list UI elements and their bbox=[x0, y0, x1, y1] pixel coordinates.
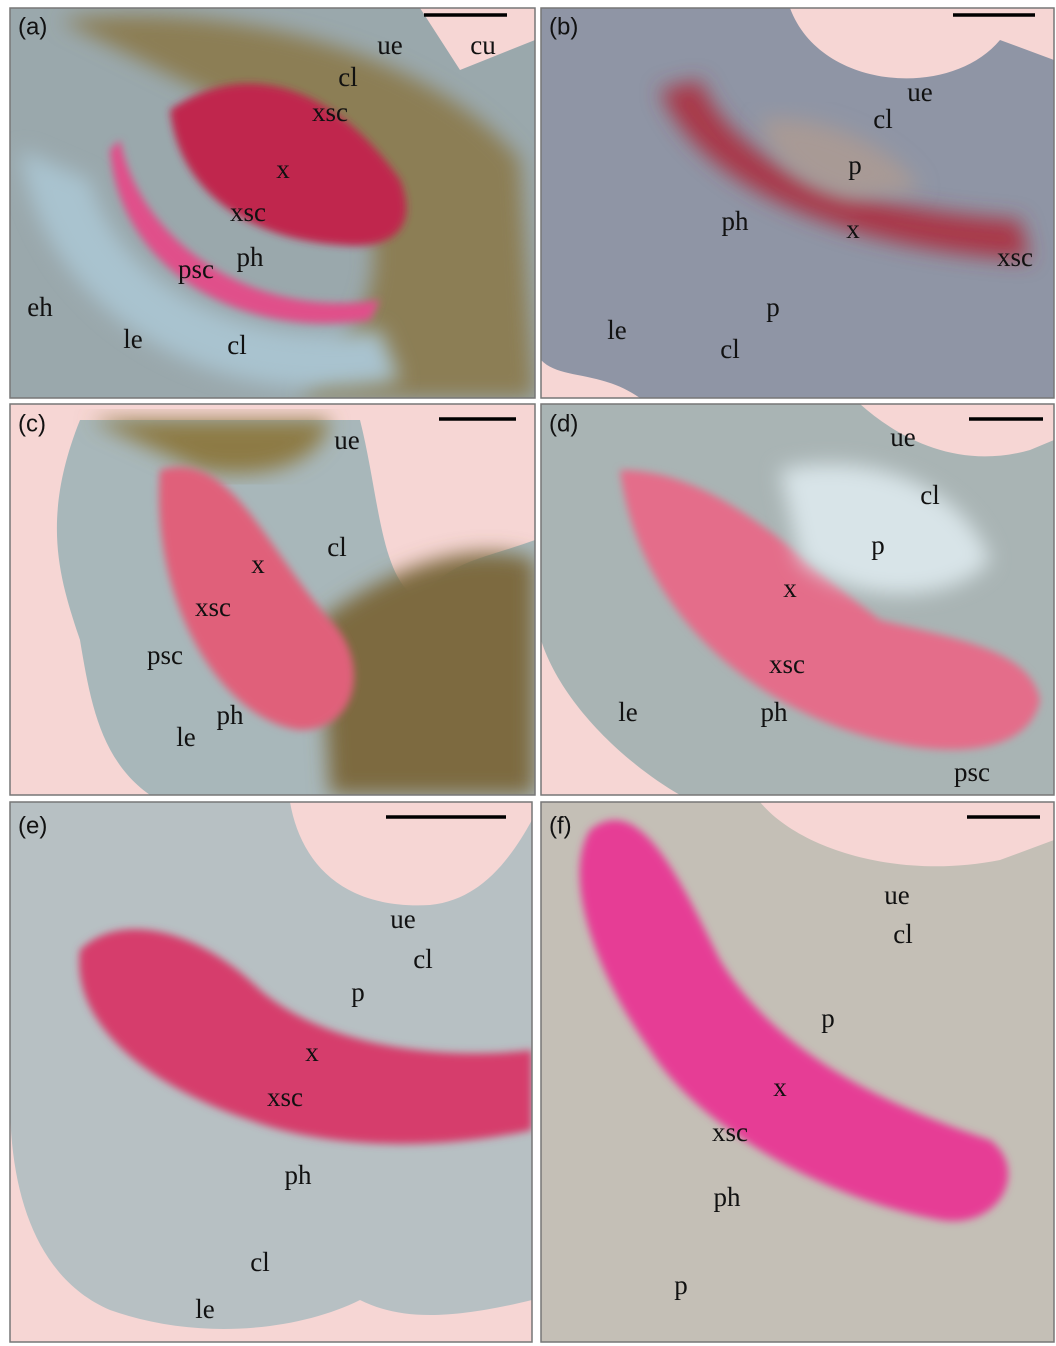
panel-c-image bbox=[10, 404, 535, 795]
panel-id: (d) bbox=[549, 410, 578, 437]
tissue-label: cl bbox=[893, 919, 913, 949]
tissue-label: x bbox=[305, 1037, 319, 1067]
panel-id: (a) bbox=[18, 13, 47, 40]
micrographs bbox=[10, 8, 1054, 1342]
tissue-label: cl bbox=[327, 532, 347, 562]
tissue-label: cl bbox=[227, 330, 247, 360]
tissue-label: cu bbox=[470, 30, 496, 60]
page: {"panels": [ {"id": "(a)", "labels": ["u… bbox=[0, 0, 1056, 1346]
tissue-label: ph bbox=[714, 1182, 742, 1212]
panel-id: (f) bbox=[549, 812, 572, 839]
panel-f-image bbox=[541, 802, 1054, 1342]
tissue-label: ph bbox=[285, 1160, 313, 1190]
tissue-label: le bbox=[618, 697, 638, 727]
tissue-label: x bbox=[783, 573, 797, 603]
tissue-label: p bbox=[766, 292, 780, 322]
tissue-label: cl bbox=[720, 334, 740, 364]
panel-id: (c) bbox=[18, 410, 46, 437]
tissue-label: le bbox=[195, 1294, 215, 1324]
tissue-label: ph bbox=[237, 242, 265, 272]
tissue-label: x bbox=[846, 214, 860, 244]
tissue-label: ue bbox=[390, 904, 416, 934]
tissue-label: cl bbox=[873, 104, 893, 134]
figure: (a)uecuclxscxxscphpscehlecl(b)ueclpphxxs… bbox=[0, 0, 1056, 1346]
tissue-label: le bbox=[123, 324, 143, 354]
tissue-label: p bbox=[351, 977, 365, 1007]
tissue-label: xsc bbox=[312, 97, 348, 127]
tissue-label: cl bbox=[338, 62, 358, 92]
tissue-label: xsc bbox=[997, 242, 1033, 272]
tissue-label: cl bbox=[920, 480, 940, 510]
tissue-label: ue bbox=[907, 77, 933, 107]
tissue-label: ue bbox=[884, 880, 910, 910]
panel-id: (b) bbox=[549, 13, 578, 40]
tissue-label: cl bbox=[413, 944, 433, 974]
tissue-label: eh bbox=[27, 292, 53, 322]
panel-a-image bbox=[10, 8, 535, 398]
tissue-label: p bbox=[674, 1270, 688, 1300]
tissue-label: le bbox=[176, 722, 196, 752]
tissue-label: p bbox=[848, 150, 862, 180]
tissue-label: x bbox=[276, 154, 290, 184]
tissue-label: ph bbox=[217, 700, 245, 730]
tissue-label: xsc bbox=[769, 649, 805, 679]
tissue-label: xsc bbox=[712, 1117, 748, 1147]
panel-d-image bbox=[541, 404, 1054, 795]
tissue-label: psc bbox=[178, 254, 214, 284]
tissue-label: psc bbox=[147, 640, 183, 670]
tissue-label: psc bbox=[954, 757, 990, 787]
tissue-label: ph bbox=[722, 206, 750, 236]
tissue-label: ue bbox=[334, 425, 360, 455]
tissue-label: le bbox=[607, 315, 627, 345]
tissue-label: ue bbox=[377, 30, 403, 60]
tissue-label: ph bbox=[761, 697, 789, 727]
tissue-label: cl bbox=[250, 1247, 270, 1277]
tissue-label: x bbox=[251, 549, 265, 579]
tissue-label: p bbox=[871, 530, 885, 560]
panel-e-image bbox=[10, 802, 532, 1342]
panel-id: (e) bbox=[18, 812, 47, 839]
tissue-label: xsc bbox=[267, 1082, 303, 1112]
tissue-label: ue bbox=[890, 422, 916, 452]
tissue-label: x bbox=[773, 1072, 787, 1102]
tissue-label: p bbox=[821, 1003, 835, 1033]
tissue-label: xsc bbox=[195, 592, 231, 622]
tissue-label: xsc bbox=[230, 197, 266, 227]
